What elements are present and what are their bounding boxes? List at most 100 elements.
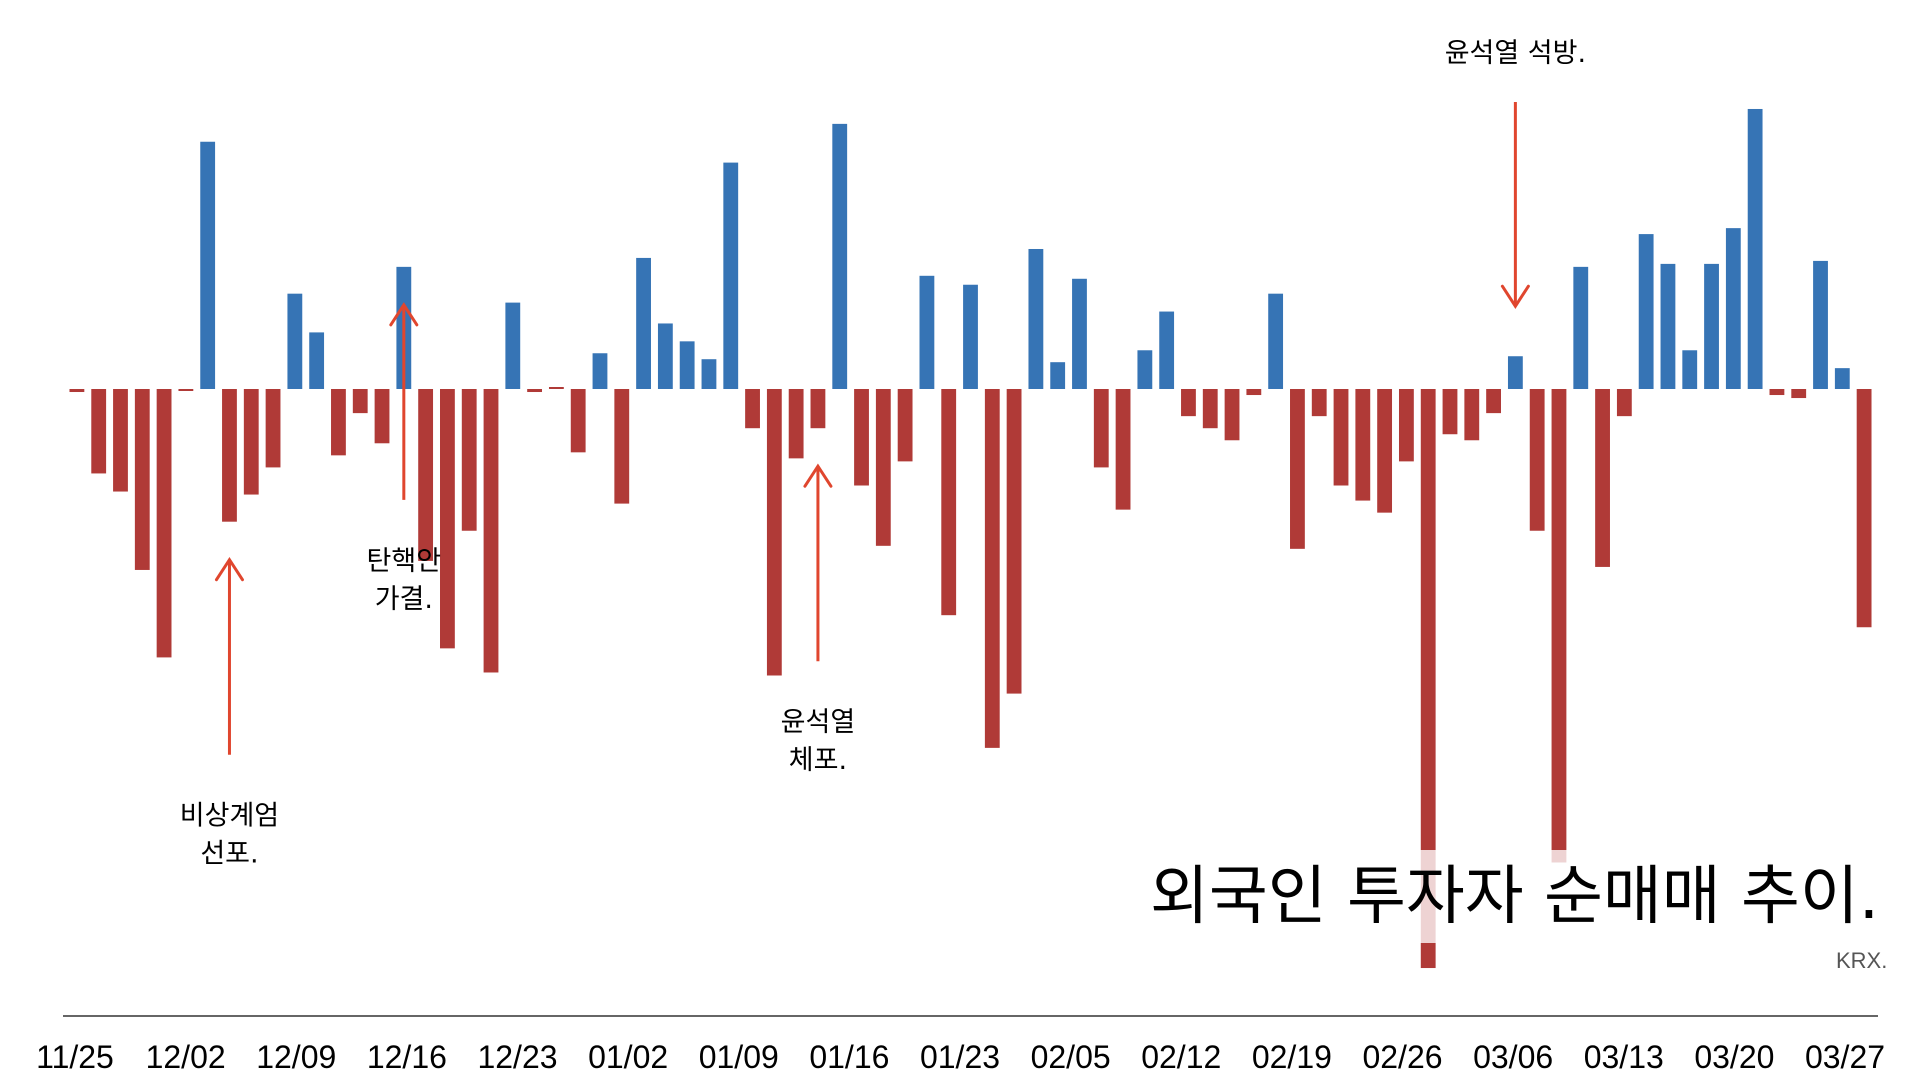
bar: [1616, 389, 1632, 417]
x-tick-label: 02/26: [1362, 1039, 1442, 1075]
bar: [505, 302, 521, 389]
bar: [200, 141, 216, 389]
bar: [69, 389, 85, 393]
bar: [1507, 356, 1523, 389]
annotation-arrow-head: [389, 302, 419, 327]
x-tick-label: 11/25: [36, 1039, 114, 1075]
bar: [483, 389, 499, 673]
bar: [1725, 228, 1741, 389]
x-tick-label: 01/23: [920, 1039, 1000, 1075]
chart-title: 외국인 투자자 순매매 추이.: [1150, 860, 1880, 934]
bar: [352, 389, 368, 414]
bar: [614, 389, 630, 504]
annotation-label: 선포.: [200, 839, 258, 870]
bar: [1442, 389, 1458, 435]
x-tick-label: 12/02: [146, 1039, 226, 1075]
bar: [1224, 389, 1240, 441]
bar: [1420, 389, 1436, 969]
x-tick-label: 01/16: [809, 1039, 889, 1075]
bar: [636, 257, 651, 389]
bar: [1006, 389, 1022, 694]
bar: [1660, 263, 1676, 389]
bar: [1791, 389, 1807, 399]
bar: [592, 353, 608, 389]
bar: [1268, 293, 1284, 389]
x-tick-label: 01/09: [699, 1039, 779, 1075]
bar: [1355, 389, 1371, 501]
bar: [984, 389, 1000, 748]
annotation-arrow-head: [214, 556, 244, 582]
x-tick-labels: 11/25 12/02 12/09 12/16 12/23 01/02 01/09 01/16…: [36, 1039, 1885, 1075]
bar: [156, 389, 172, 658]
x-tick-label: 12/16: [367, 1039, 447, 1075]
bar: [1595, 389, 1610, 567]
bar: [222, 389, 237, 522]
x-tick-label: 03/06: [1473, 1039, 1553, 1075]
bar: [461, 389, 477, 531]
bar: [1290, 389, 1305, 549]
bar: [1377, 389, 1393, 513]
bar: [919, 275, 935, 389]
annotation-label: 가결.: [375, 584, 433, 615]
bar: [1464, 389, 1480, 441]
bars-group: [69, 108, 1872, 969]
bar: [1398, 389, 1414, 462]
annotation-label: 윤석열 석방.: [1445, 38, 1586, 69]
bar: [657, 323, 673, 389]
bar: [1551, 389, 1567, 863]
bar: [723, 162, 739, 389]
bar: [788, 389, 804, 459]
bar: [570, 389, 586, 453]
bar: [832, 123, 848, 389]
bar: [1856, 389, 1872, 628]
bar: [701, 359, 717, 389]
annotation-label: 체포.: [789, 745, 847, 776]
bar: [1529, 389, 1545, 531]
bar: [1137, 350, 1153, 389]
x-tick-label: 02/12: [1141, 1039, 1221, 1075]
bar: [527, 389, 543, 393]
bar: [1181, 389, 1196, 417]
bar: [1486, 389, 1501, 414]
x-tick-label: 02/19: [1252, 1039, 1332, 1075]
annotation-label: 윤석열: [781, 707, 856, 738]
bar: [1769, 389, 1785, 396]
bar: [440, 389, 455, 649]
bar: [897, 389, 913, 462]
annotation-arrow-head: [803, 463, 833, 488]
bar: [875, 389, 891, 546]
bar: [810, 389, 826, 429]
bar: [1573, 266, 1589, 389]
bar: [1311, 389, 1327, 417]
bar: [1159, 311, 1175, 389]
bar: [1246, 389, 1262, 396]
bar: [766, 389, 782, 676]
annotation-label: 탄핵안: [367, 546, 442, 577]
bar: [941, 389, 957, 616]
bar: [1747, 108, 1763, 390]
x-tick-label: 02/05: [1031, 1039, 1111, 1075]
x-tick-label: 03/13: [1584, 1039, 1664, 1075]
bar: [91, 389, 107, 474]
bar: [1050, 362, 1066, 389]
bar: [1072, 278, 1087, 389]
x-tick-label: 03/27: [1805, 1039, 1885, 1075]
bar: [1813, 260, 1828, 389]
annotation: 윤석열 석방.: [1445, 38, 1586, 309]
bar: [309, 332, 325, 389]
bar: [287, 293, 303, 389]
source-label: KRX.: [1836, 948, 1888, 973]
bar: [243, 389, 259, 495]
bar: [548, 387, 564, 389]
bar: [1638, 234, 1654, 389]
bar: [963, 284, 978, 389]
bar: [1704, 263, 1719, 389]
title-backdrop: [1133, 850, 1920, 943]
x-tick-label: 03/20: [1694, 1039, 1774, 1075]
x-tick-label: 12/23: [477, 1039, 557, 1075]
annotation-label: 비상계엄: [180, 801, 279, 832]
